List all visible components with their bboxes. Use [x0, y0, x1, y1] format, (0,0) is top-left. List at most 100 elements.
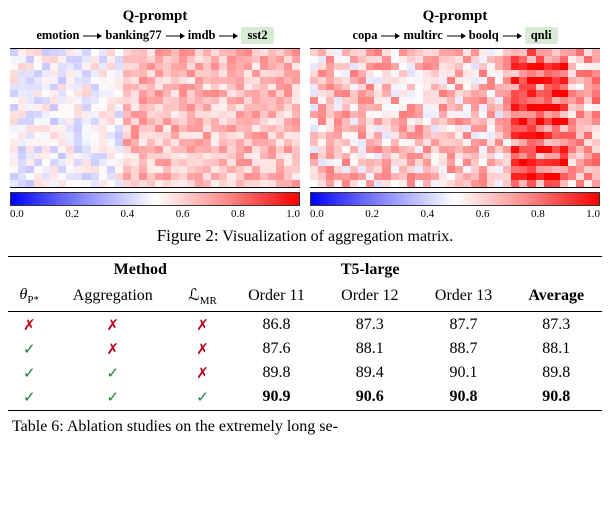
heatmap-cell: [495, 63, 503, 70]
heatmap-cell: [431, 118, 439, 125]
heatmap-cell: [91, 49, 99, 56]
heatmap-cell: [268, 125, 276, 132]
heatmap-cell: [544, 56, 552, 63]
heatmap-cell: [584, 90, 592, 97]
heatmap-cell: [18, 118, 26, 125]
heatmap-cell: [439, 118, 447, 125]
heatmap-cell: [107, 56, 115, 63]
heatmap-cell: [326, 63, 334, 70]
heatmap-cell: [284, 166, 292, 173]
heatmap-cell: [439, 104, 447, 111]
heatmap-cell: [18, 111, 26, 118]
heatmap-cell: [366, 180, 374, 187]
heatmap-cell: [560, 180, 568, 187]
heatmap-cell: [18, 70, 26, 77]
heatmap-cell: [123, 146, 131, 153]
heatmap-cell: [58, 146, 66, 153]
heatmap-cell: [107, 77, 115, 84]
heatmap-cell: [487, 111, 495, 118]
heatmap-cell: [479, 104, 487, 111]
heatmap-cell: [527, 70, 535, 77]
heatmap-cell: [366, 84, 374, 91]
heatmap-cell: [107, 104, 115, 111]
heatmap-cell: [171, 77, 179, 84]
heatmap-cell: [107, 125, 115, 132]
heatmap-cell: [171, 63, 179, 70]
heatmap-cell: [18, 159, 26, 166]
heatmap-cell: [227, 146, 235, 153]
heatmap-cell: [147, 159, 155, 166]
heatmap-cell: [592, 173, 600, 180]
arrow-icon: [82, 31, 102, 41]
heatmap-cell: [211, 166, 219, 173]
heatmap-cell: [227, 104, 235, 111]
heatmap-cell: [318, 132, 326, 139]
heatmap-cell: [439, 132, 447, 139]
table-cell: 90.8: [417, 385, 511, 410]
heatmap-cell: [560, 125, 568, 132]
heatmap-cell: [544, 125, 552, 132]
heatmap-cell: [115, 84, 123, 91]
heatmap-cell: [42, 49, 50, 56]
heatmap-cell: [366, 118, 374, 125]
heatmap-cell: [163, 153, 171, 160]
heatmap-cell: [236, 90, 244, 97]
heatmap-cell: [560, 97, 568, 104]
heatmap-cell: [407, 132, 415, 139]
heatmap-cell: [147, 173, 155, 180]
table-cell: ✓: [51, 361, 175, 385]
heatmap-cell: [10, 132, 18, 139]
heatmap-cell: [268, 173, 276, 180]
heatmap-cell: [260, 63, 268, 70]
heatmap-cell: [503, 139, 511, 146]
heatmap-cell: [115, 118, 123, 125]
heatmap-cell: [179, 97, 187, 104]
right-colorbar-wrap: 0.0 0.2 0.4 0.6 0.8 1.0: [308, 192, 602, 220]
heatmap-cell: [358, 111, 366, 118]
col-order13: Order 13: [417, 282, 511, 312]
heatmap-cell: [34, 166, 42, 173]
arrow-icon: [165, 31, 185, 41]
heatmap-cell: [552, 63, 560, 70]
heatmap-cell: [391, 70, 399, 77]
heatmap-cell: [479, 159, 487, 166]
heatmap-cell: [382, 125, 390, 132]
heatmap-cell: [91, 153, 99, 160]
heatmap-cell: [511, 132, 519, 139]
heatmap-cell: [584, 63, 592, 70]
heatmap-cell: [334, 70, 342, 77]
heatmap-cell: [391, 118, 399, 125]
heatmap-cell: [536, 118, 544, 125]
heatmap-cell: [495, 118, 503, 125]
heatmap-cell: [576, 146, 584, 153]
heatmap-cell: [276, 146, 284, 153]
heatmap-cell: [211, 125, 219, 132]
heatmap-cell: [26, 63, 34, 70]
figure-caption: Figure 2: Visualization of aggregation m…: [8, 226, 602, 246]
heatmap-cell: [171, 166, 179, 173]
heatmap-cell: [423, 139, 431, 146]
heatmap-cell: [568, 84, 576, 91]
heatmap-cell: [399, 56, 407, 63]
table-row: ✓✓✗89.889.490.189.8: [8, 361, 602, 385]
heatmap-cell: [374, 166, 382, 173]
heatmap-cell: [334, 104, 342, 111]
heatmap-cell: [318, 63, 326, 70]
heatmap-cell: [374, 180, 382, 187]
heatmap-cell: [18, 56, 26, 63]
heatmap-cell: [26, 104, 34, 111]
heatmap-cell: [415, 118, 423, 125]
heatmap-cell: [42, 97, 50, 104]
heatmap-cell: [487, 153, 495, 160]
heatmap-cell: [42, 118, 50, 125]
heatmap-cell: [382, 104, 390, 111]
heatmap-cell: [552, 77, 560, 84]
heatmap-cell: [382, 118, 390, 125]
heatmap-cell: [552, 125, 560, 132]
heatmap-cell: [479, 139, 487, 146]
heatmap-cell: [592, 118, 600, 125]
heatmap-cell: [455, 90, 463, 97]
heatmap-cell: [211, 111, 219, 118]
heatmap-cell: [310, 49, 318, 56]
heatmap-cell: [415, 153, 423, 160]
